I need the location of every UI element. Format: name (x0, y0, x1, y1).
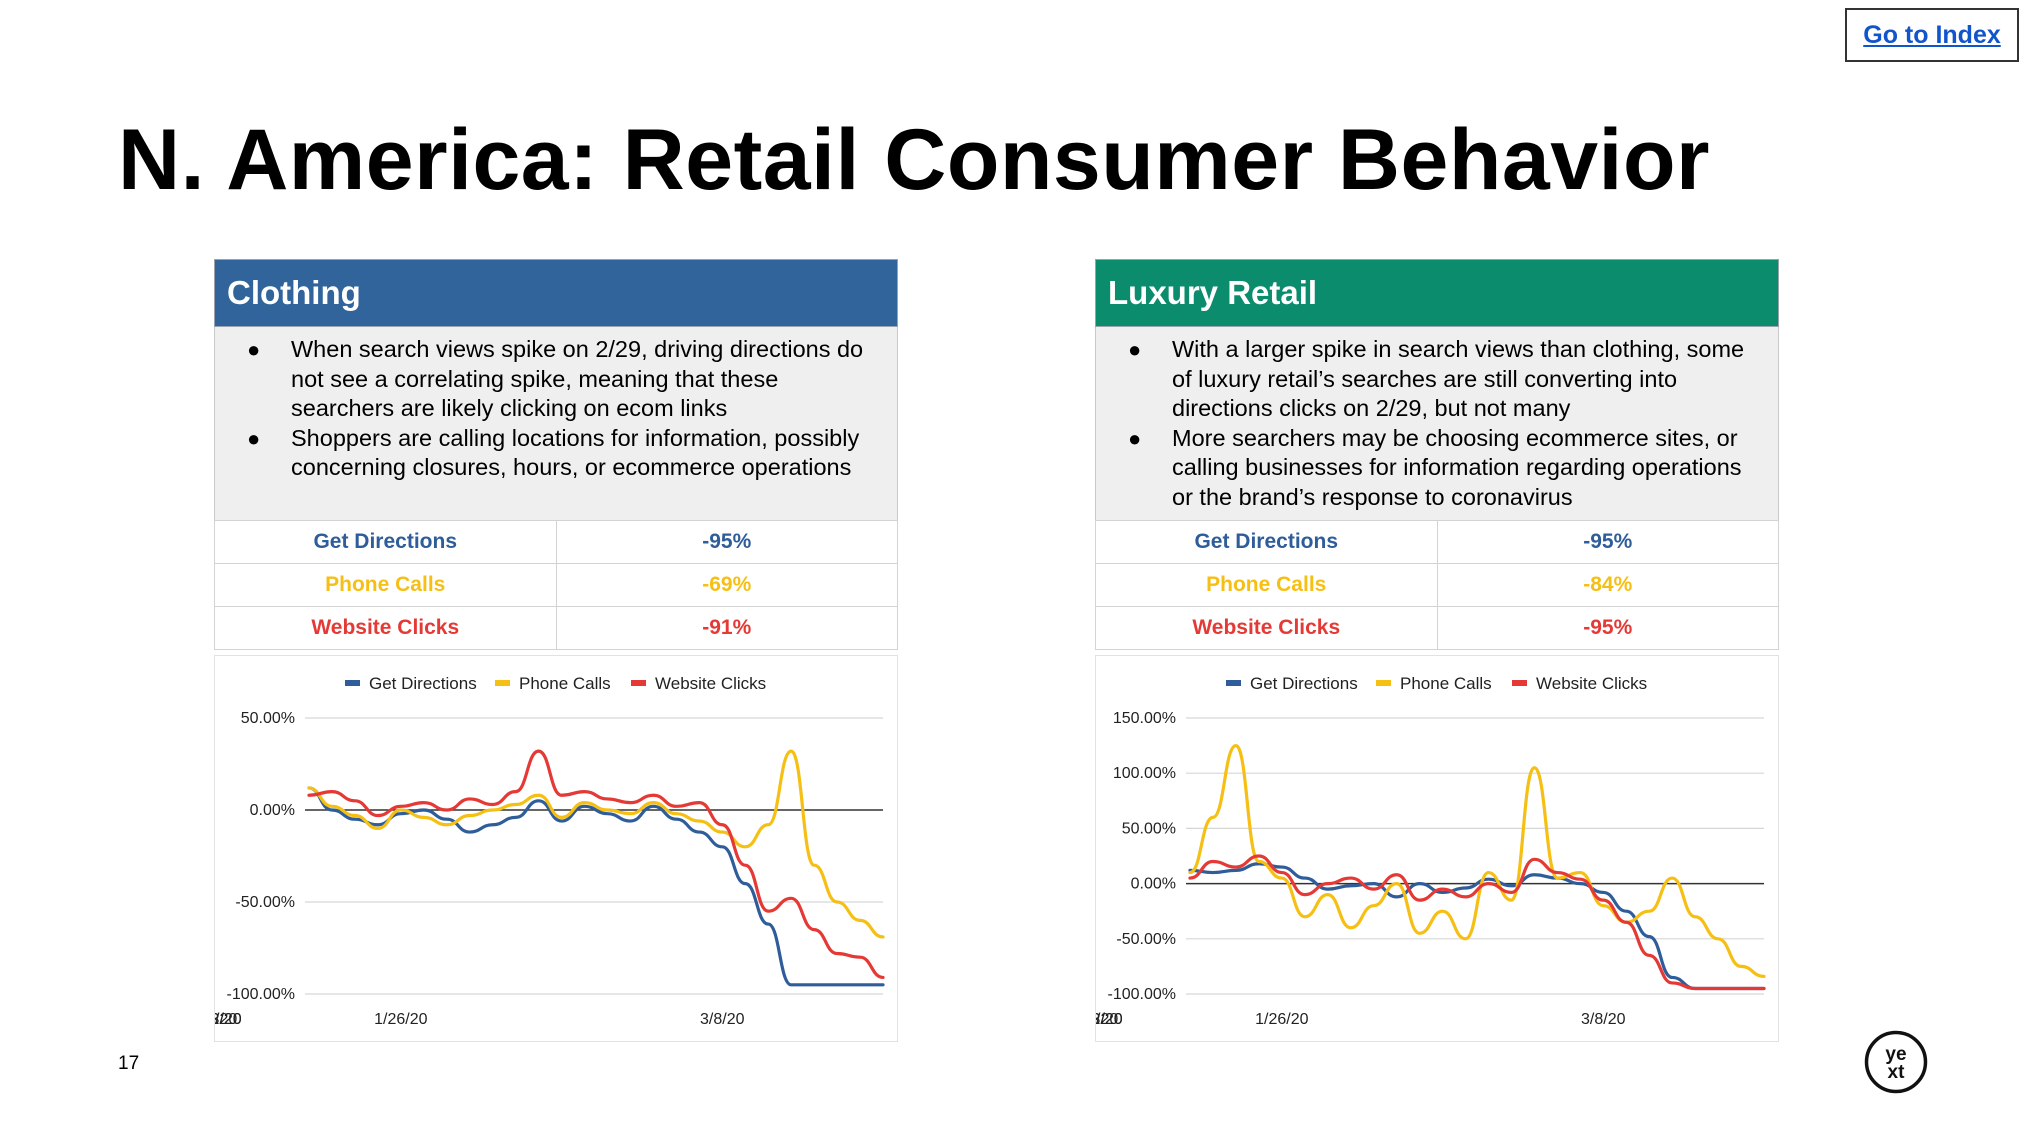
clothing-line-chart: Get Directions Phone Calls Website Clicks 5… (215, 674, 885, 1028)
luxury-retail-line-chart: Get Directions Phone Calls Website Clicks 1… (1096, 674, 1766, 1028)
legend-swatch-1 (495, 680, 510, 686)
bullet-dot-icon: ● (1128, 337, 1142, 362)
x-tick-label: 2/9/20 (215, 1011, 237, 1028)
metric-label: Website Clicks (214, 606, 557, 650)
table-row: Website Clicks -95% (1095, 606, 1779, 650)
table-row: Get Directions -95% (1095, 520, 1779, 564)
bullet-text: More searchers may be choosing ecommerce… (1172, 424, 1742, 510)
metrics-table: Get Directions -95% Phone Calls -69% Web… (214, 520, 898, 650)
bullet-text: With a larger spike in search views than… (1172, 336, 1745, 421)
x-tick-label: 3/8/20 (700, 1011, 745, 1028)
metric-label: Phone Calls (1095, 563, 1438, 607)
x-tick-label: 3/22/20 (215, 1011, 242, 1028)
series-line-phone-calls (307, 749, 885, 939)
legend-swatch-0 (1226, 680, 1241, 686)
series-line-phone-calls (1188, 744, 1766, 978)
y-tick-label: 50.00% (1122, 820, 1176, 837)
y-tick-label: -50.00% (1116, 931, 1176, 948)
series-line-get-directions (307, 786, 885, 987)
bullet-dot-icon: ● (247, 337, 261, 362)
legend-label: Website Clicks (1536, 674, 1647, 693)
metric-label: Website Clicks (1095, 606, 1438, 650)
metric-value: -95% (1436, 606, 1779, 650)
bullet-text: Shoppers are calling locations for infor… (291, 424, 860, 481)
metric-label: Get Directions (1095, 520, 1438, 564)
luxury-retail-chart: Get Directions Phone Calls Website Clicks 1… (1095, 655, 1779, 1042)
x-tick-label: 3/22/20 (1096, 1011, 1123, 1028)
bullet-dot-icon: ● (247, 425, 261, 451)
x-tick-label: 1/26/20 (1255, 1011, 1308, 1028)
y-tick-label: 100.00% (1113, 765, 1176, 782)
card-header-luxury-retail: Luxury Retail (1095, 259, 1779, 327)
legend-swatch-0 (345, 680, 360, 686)
go-to-index-link[interactable]: Go to Index (1845, 8, 2019, 62)
bullet-list: ● When search views spike on 2/29, drivin… (215, 327, 897, 483)
y-tick-label: 0.00% (250, 802, 295, 819)
x-tick-label: 2/23/20 (1096, 1011, 1123, 1028)
yext-logo-icon: ye xt (1864, 1030, 1928, 1094)
table-row: Phone Calls -84% (1095, 563, 1779, 607)
logo-text-bottom: xt (1888, 1062, 1906, 1083)
bullet-list: ● With a larger spike in search views tha… (1096, 327, 1778, 512)
metric-label: Get Directions (214, 520, 557, 564)
metric-value: -91% (555, 606, 898, 650)
page-title: N. America: Retail Consumer Behavior (118, 112, 1710, 208)
metric-value: -95% (1436, 520, 1779, 564)
list-item: ● With a larger spike in search views tha… (1128, 335, 1754, 424)
list-item: ● More searchers may be choosing ecommerc… (1128, 424, 1754, 513)
card-notes: ● With a larger spike in search views tha… (1095, 327, 1779, 520)
series-line-website-clicks (1188, 854, 1766, 991)
legend-swatch-2 (631, 680, 646, 686)
series-line-get-directions (1188, 862, 1766, 991)
legend-label: Get Directions (1250, 674, 1358, 693)
bullet-text: When search views spike on 2/29, driving… (291, 336, 864, 421)
logo-text-top: ye (1885, 1044, 1906, 1065)
table-row: Website Clicks -91% (214, 606, 898, 650)
clothing-chart: Get Directions Phone Calls Website Clicks 5… (214, 655, 898, 1042)
x-tick-label: 2/9/20 (1096, 1011, 1118, 1028)
metrics-table: Get Directions -95% Phone Calls -84% Web… (1095, 520, 1779, 650)
series-line-website-clicks (307, 749, 885, 980)
y-tick-label: -50.00% (235, 894, 295, 911)
metric-value: -84% (1436, 563, 1779, 607)
legend-swatch-2 (1512, 680, 1527, 686)
legend-label: Phone Calls (519, 674, 611, 693)
y-tick-label: 150.00% (1113, 710, 1176, 727)
x-tick-label: 1/26/20 (374, 1011, 427, 1028)
bullet-dot-icon: ● (1128, 425, 1142, 451)
page-number: 17 (118, 1053, 140, 1074)
metric-value: -69% (555, 563, 898, 607)
x-tick-label: 2/23/20 (215, 1011, 242, 1028)
legend-label: Website Clicks (655, 674, 766, 693)
legend-label: Get Directions (369, 674, 477, 693)
list-item: ● When search views spike on 2/29, drivin… (247, 335, 873, 424)
card-notes: ● When search views spike on 2/29, drivin… (214, 327, 898, 520)
y-tick-label: 0.00% (1131, 876, 1176, 893)
list-item: ● Shoppers are calling locations for info… (247, 424, 873, 483)
y-tick-label: -100.00% (1108, 986, 1177, 1003)
legend-label: Phone Calls (1400, 674, 1492, 693)
y-tick-label: -100.00% (227, 986, 296, 1003)
luxury-retail-card: Luxury Retail ● With a larger spike in se… (1095, 259, 1779, 1042)
clothing-card: Clothing ● When search views spike on 2/2… (214, 259, 898, 1042)
y-tick-label: 50.00% (241, 710, 295, 727)
x-tick-label: 3/8/20 (1581, 1011, 1626, 1028)
card-header-clothing: Clothing (214, 259, 898, 327)
metric-label: Phone Calls (214, 563, 557, 607)
legend-swatch-1 (1376, 680, 1391, 686)
metric-value: -95% (555, 520, 898, 564)
table-row: Get Directions -95% (214, 520, 898, 564)
table-row: Phone Calls -69% (214, 563, 898, 607)
